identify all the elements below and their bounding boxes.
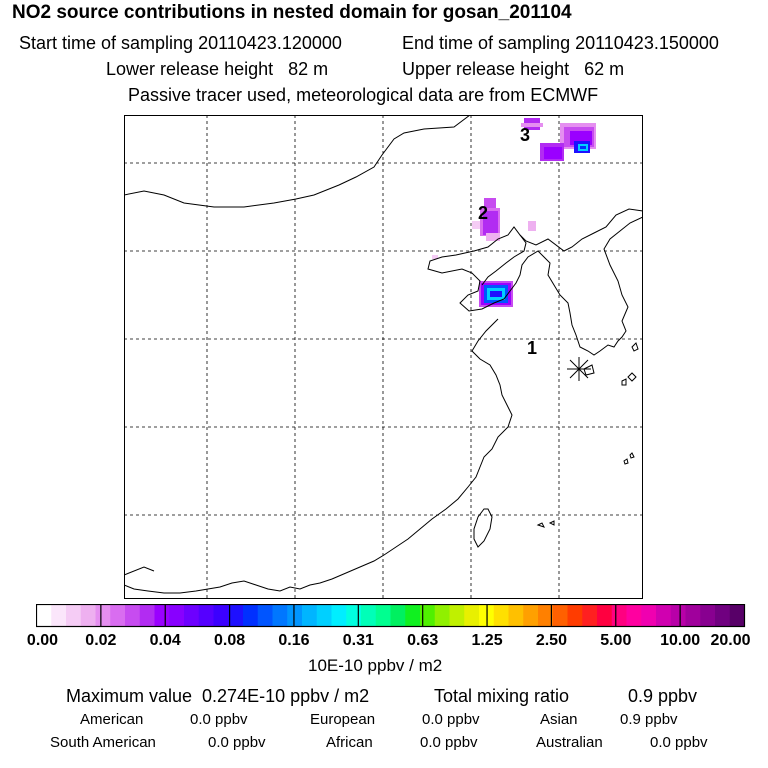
total-mixing-ratio-value: 0.9 ppbv [628, 686, 698, 706]
color-scale-cell [493, 604, 509, 627]
color-scale-cell [36, 604, 52, 627]
map-panel: 1 2 3 [124, 115, 643, 599]
color-scale-tick-label: 1.25 [471, 632, 503, 649]
color-scale-cell [287, 604, 303, 627]
color-scale-cell [420, 604, 436, 627]
coastlines [124, 115, 643, 594]
color-scale-cell [685, 604, 701, 627]
plume-2 [432, 198, 536, 259]
color-scale-cell [80, 604, 96, 627]
concentration-field [432, 118, 596, 307]
color-scale-unit: 10E-10 ppbv / m2 [308, 656, 443, 675]
color-scale-frame [36, 604, 746, 628]
color-scale-cell [257, 604, 273, 627]
color-scale-tick-label: 5.00 [600, 632, 632, 649]
color-scale-dividers [100, 604, 681, 627]
tracer-note: Passive tracer used, meteorological data… [128, 85, 599, 105]
region-name: South American [50, 734, 156, 751]
region-name: Australian [536, 734, 603, 751]
region-name: European [310, 711, 376, 728]
color-scale-cell [641, 604, 657, 627]
total-mixing-ratio-label: Total mixing ratio [434, 686, 570, 706]
color-scale-cell [139, 604, 155, 627]
color-scale-tick-label: 0.31 [342, 632, 374, 649]
color-scale-tick-label: 10.00 [660, 632, 701, 649]
color-scale-cell [449, 604, 465, 627]
maximum-value: Maximum value 0.274E-10 ppbv / m2 [66, 686, 370, 706]
plume-3 [521, 118, 596, 161]
color-scale-cell [66, 604, 82, 627]
region-value: 0.0 ppbv [208, 734, 266, 751]
color-scale-cell [243, 604, 259, 627]
color-scale-cell [538, 604, 554, 627]
color-scale-cell [597, 604, 613, 627]
lower-release-height: Lower release height 82 m [106, 59, 329, 79]
color-scale-tick-label: 0.00 [26, 632, 59, 649]
color-scale-bar [36, 604, 746, 628]
color-scale-cell [656, 604, 672, 627]
marker-3: 3 [520, 125, 530, 145]
plot-title: NO2 source contributions in nested domai… [12, 2, 572, 23]
region-name: African [326, 734, 373, 751]
color-scale-tick-label: 0.08 [214, 632, 246, 649]
upper-release-height: Upper release height 62 m [402, 59, 625, 79]
color-scale-tick-label: 0.02 [85, 632, 117, 649]
color-scale-cell [508, 604, 524, 627]
color-scale-cell [361, 604, 377, 627]
region-value: 0.0 ppbv [422, 711, 480, 728]
color-scale-cell [434, 604, 450, 627]
color-scale-tick-label: 2.50 [535, 632, 567, 649]
region-value: 0.0 ppbv [650, 734, 708, 751]
start-time-label: Start time of sampling 20110423.120000 [19, 33, 342, 53]
color-scale-cell [125, 604, 141, 627]
color-scale-cell [582, 604, 598, 627]
receptor-site-icon [567, 357, 591, 381]
color-scale-cell [715, 604, 731, 627]
color-scale-tick-label: 20.00 [710, 632, 751, 649]
color-scale-cell [375, 604, 391, 627]
color-scale-cell [567, 604, 583, 627]
color-scale-cell [302, 604, 318, 627]
color-scale-cell [523, 604, 539, 627]
marker-1: 1 [527, 338, 537, 358]
color-scale-cell [154, 604, 170, 627]
color-scale-cell [316, 604, 332, 627]
color-scale-cell [95, 604, 111, 627]
color-scale-cell [272, 604, 288, 627]
color-scale-tick-label: 0.63 [407, 632, 439, 649]
color-scale-cell [626, 604, 642, 627]
color-scale-tick-label: 0.04 [149, 632, 181, 649]
color-scale-cell [331, 604, 347, 627]
color-scale-cell [611, 604, 627, 627]
region-value: 0.0 ppbv [420, 734, 478, 751]
color-scale-cell [405, 604, 421, 627]
color-scale-cell [169, 604, 185, 627]
color-scale-cell [390, 604, 406, 627]
color-scale-cell [552, 604, 568, 627]
color-scale-tick-label: 0.16 [278, 632, 310, 649]
color-scale-cell [464, 604, 480, 627]
grid-lines [124, 115, 643, 599]
color-scale-cell [213, 604, 229, 627]
color-scale-cell [228, 604, 244, 627]
region-value: 0.9 ppbv [620, 711, 678, 728]
end-time-label: End time of sampling 20110423.150000 [402, 33, 719, 53]
color-scale-cell [51, 604, 67, 627]
color-scale-cell [110, 604, 126, 627]
color-scale-cell [346, 604, 362, 627]
color-scale-cell [729, 604, 745, 627]
map-frame [124, 115, 643, 599]
region-value: 0.0 ppbv [190, 711, 248, 728]
color-scale-cell [184, 604, 200, 627]
marker-2: 2 [478, 203, 488, 223]
color-scale-cell [670, 604, 686, 627]
color-scale-cell [700, 604, 716, 627]
color-scale-cells [36, 604, 745, 627]
region-name: American [80, 711, 144, 728]
region-name: Asian [540, 711, 578, 728]
color-scale-cell [198, 604, 214, 627]
